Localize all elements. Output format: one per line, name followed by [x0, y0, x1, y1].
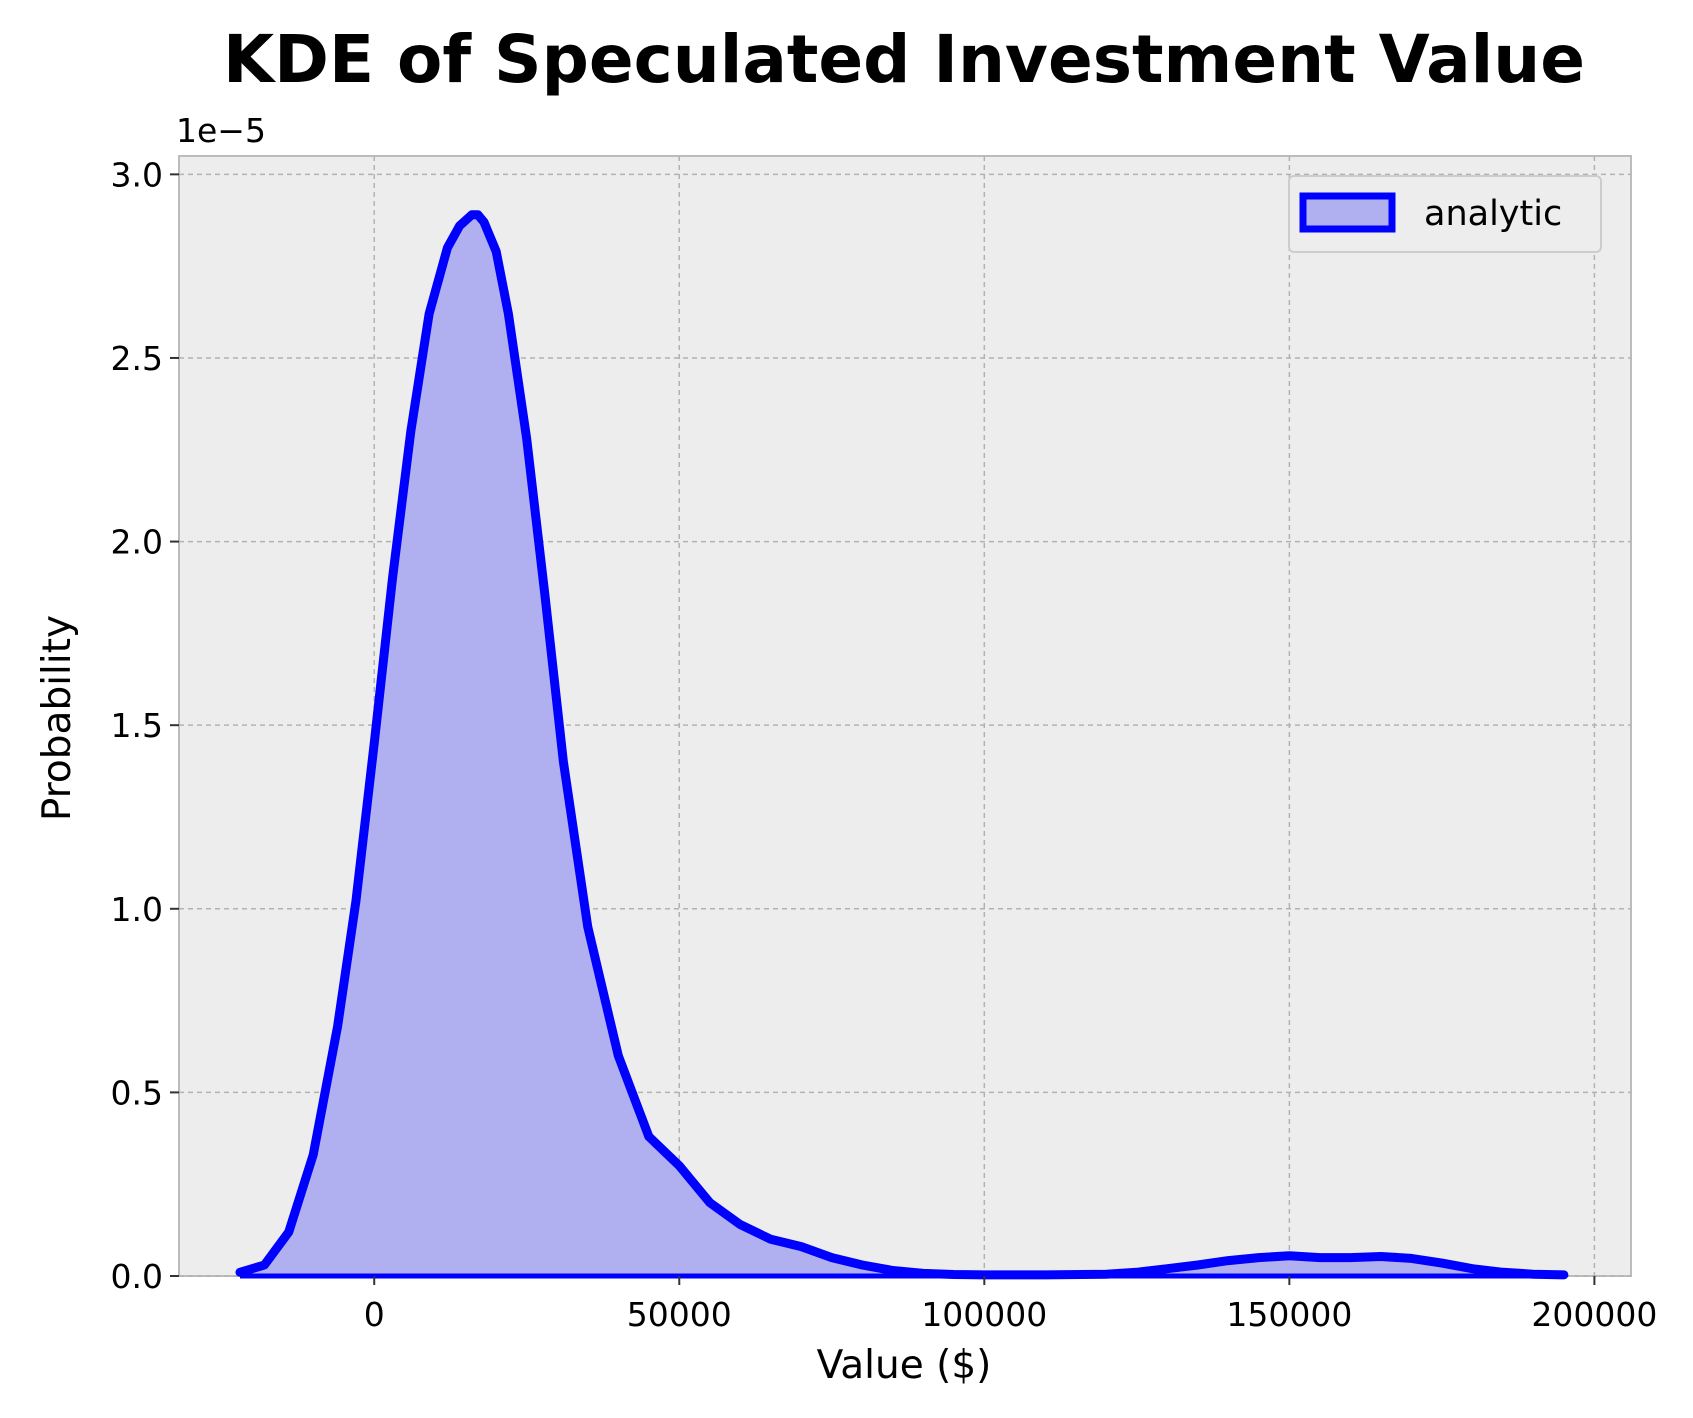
kde-area-layer	[235, 210, 1569, 1280]
y-tick-label: 1.5	[111, 706, 163, 745]
x-tick-label: 150000	[1226, 1295, 1352, 1334]
y-tick-label: 1.0	[111, 890, 163, 929]
x-tick-label: 200000	[1531, 1295, 1657, 1334]
y-tick-label: 2.5	[111, 339, 163, 378]
y-axis-offset-label: 1e−5	[176, 111, 266, 150]
legend: analytic	[1288, 175, 1602, 253]
y-tick-label: 0.5	[111, 1073, 163, 1112]
kde-area-fill	[240, 214, 1564, 1276]
legend-swatch-analytic	[1299, 192, 1396, 233]
y-tick-label: 3.0	[111, 155, 163, 194]
y-axis-label: Probability	[35, 615, 80, 821]
x-tick-label: 50000	[627, 1295, 732, 1334]
x-tick-label: 100000	[921, 1295, 1047, 1334]
kde-curve-line	[235, 210, 1569, 1280]
axis-ticks: 0 50000 100000 150000 200000 0.0 0.5 1.0 1.5 2.0 2…	[111, 155, 1658, 1334]
chart-title: KDE of Speculated Investment Value	[223, 21, 1585, 98]
legend-label-analytic: analytic	[1424, 194, 1562, 234]
x-axis-label: Value ($)	[817, 1343, 992, 1388]
x-tick-label: 0	[364, 1295, 385, 1334]
y-tick-label: 0.0	[111, 1257, 163, 1296]
y-tick-label: 2.0	[111, 523, 163, 562]
